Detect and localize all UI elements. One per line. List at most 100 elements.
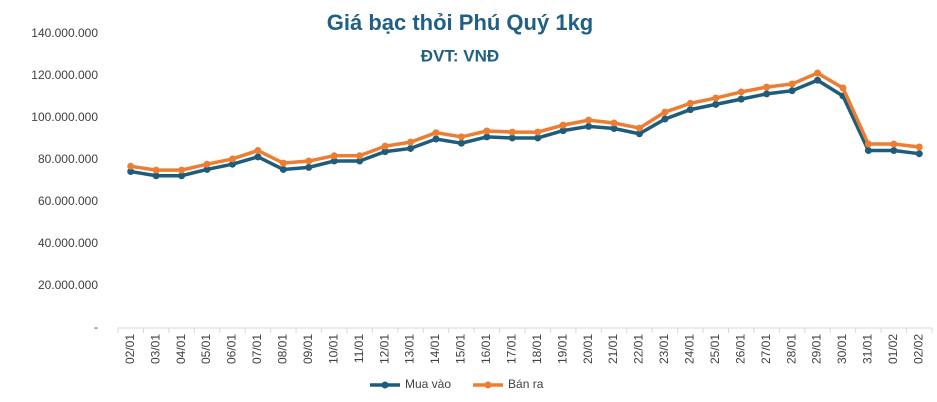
point	[178, 166, 186, 174]
point	[915, 143, 923, 151]
point	[508, 128, 516, 136]
point	[152, 166, 160, 174]
point	[839, 84, 847, 92]
point	[712, 94, 720, 102]
y-tick-label: 80.000.000	[38, 152, 98, 166]
x-tick-label: 13/01	[403, 334, 417, 364]
x-tick-label: 31/01	[861, 334, 875, 364]
x-tick-label: 25/01	[708, 334, 722, 364]
y-tick-label: 20.000.000	[38, 278, 98, 292]
point	[254, 153, 262, 161]
point	[534, 134, 542, 142]
point	[305, 163, 313, 171]
line	[130, 78, 920, 178]
point	[864, 147, 872, 155]
point	[330, 157, 338, 165]
point	[814, 76, 822, 84]
y-tick-label: 60.000.000	[38, 194, 98, 208]
point	[381, 142, 389, 150]
x-tick-label: 20/01	[581, 334, 595, 364]
x-tick-label: 27/01	[759, 334, 773, 364]
point	[330, 152, 338, 160]
point	[559, 127, 567, 135]
legend-marker	[381, 381, 389, 389]
chart-title: Giá bạc thỏi Phú Quý 1kg	[327, 10, 594, 35]
point	[864, 140, 872, 148]
x-tick-label: 23/01	[657, 334, 671, 364]
legend-label: Mua vào	[405, 377, 451, 391]
line	[130, 71, 920, 172]
point	[534, 128, 542, 136]
point	[890, 147, 898, 155]
point	[457, 133, 465, 141]
y-tick-label: 100.000.000	[31, 110, 98, 124]
x-tick-label: 09/01	[301, 334, 315, 364]
x-tick-label: 10/01	[326, 334, 340, 364]
x-tick-label: 29/01	[810, 334, 824, 364]
x-tick-label: 08/01	[276, 334, 290, 364]
point	[483, 127, 491, 135]
x-tick-label: 14/01	[428, 334, 442, 364]
point	[610, 125, 618, 132]
point	[305, 157, 313, 165]
x-tick-label: 19/01	[555, 334, 569, 364]
x-tick-label: 28/01	[784, 334, 798, 364]
x-tick-label: 02/01	[123, 334, 137, 364]
point	[635, 124, 643, 132]
point	[788, 87, 796, 95]
point	[686, 99, 694, 107]
point	[635, 130, 643, 138]
point	[737, 88, 745, 96]
point	[610, 119, 618, 127]
point	[152, 172, 160, 180]
point	[432, 129, 440, 137]
x-tick-label: 18/01	[530, 334, 544, 364]
legend-marker	[484, 381, 492, 389]
x-tick-label: 17/01	[504, 334, 518, 364]
point	[356, 157, 364, 165]
point	[508, 134, 516, 142]
x-tick-label: 06/01	[225, 334, 239, 364]
point	[178, 172, 186, 180]
point	[915, 150, 923, 158]
x-tick-label: 05/01	[199, 334, 213, 364]
point	[407, 138, 415, 146]
x-tick-label: 11/01	[352, 334, 366, 363]
point	[712, 100, 720, 108]
x-tick-label: 21/01	[606, 334, 620, 364]
point	[585, 122, 593, 130]
x-tick-label: 22/01	[632, 334, 646, 364]
x-tick-label: 12/01	[377, 334, 391, 364]
point	[432, 135, 440, 143]
x-tick-label: 07/01	[250, 334, 264, 364]
x-tick-label: 04/01	[174, 334, 188, 364]
point	[661, 115, 669, 123]
point	[890, 140, 898, 148]
point	[254, 147, 262, 155]
x-tick-label: 30/01	[835, 334, 849, 364]
x-tick-label: 24/01	[683, 334, 697, 364]
point	[737, 95, 745, 103]
point	[127, 162, 135, 170]
x-tick-label: 03/01	[148, 334, 162, 364]
point	[279, 165, 287, 173]
x-tick-label: 01/02	[886, 334, 900, 364]
point	[407, 144, 415, 152]
x-tick-label: 02/02	[911, 334, 925, 364]
point	[763, 83, 771, 91]
point	[661, 108, 669, 116]
chart-subtitle: ĐVT: VNĐ	[421, 46, 499, 65]
legend-label: Bán ra	[508, 377, 544, 391]
point	[356, 152, 364, 160]
x-tick-label: 16/01	[479, 334, 493, 364]
x-tick-label: 15/01	[454, 334, 468, 364]
y-tick-label: 40.000.000	[38, 236, 98, 250]
point	[203, 160, 211, 168]
point	[381, 148, 389, 156]
y-tick-label: -	[94, 320, 98, 334]
point	[279, 159, 287, 167]
point	[788, 80, 796, 88]
point	[228, 160, 236, 168]
point	[686, 106, 694, 114]
